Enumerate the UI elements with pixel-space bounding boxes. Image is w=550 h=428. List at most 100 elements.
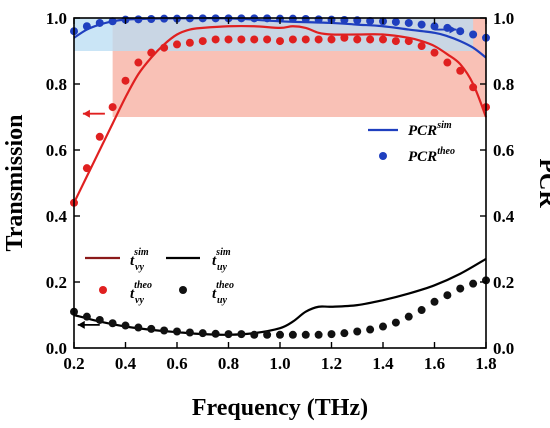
point-t-vy-theo xyxy=(366,35,375,44)
y-tick-label-left: 0.6 xyxy=(46,141,67,160)
point-t-uy-theo xyxy=(147,324,156,333)
point-t-uy-theo xyxy=(198,329,207,338)
point-PCR-theo xyxy=(430,22,439,31)
y-tick-label-right: 0.2 xyxy=(493,273,514,292)
point-PCR-theo xyxy=(147,14,156,23)
point-t-uy-theo xyxy=(134,323,143,332)
y-tick-label-left: 0.0 xyxy=(46,339,67,358)
point-t-uy-theo xyxy=(173,327,181,336)
point-t-vy-theo xyxy=(379,35,387,44)
point-t-vy-theo xyxy=(301,35,310,44)
point-PCR-theo xyxy=(469,30,478,39)
point-t-uy-theo xyxy=(160,326,169,335)
point-PCR-theo xyxy=(366,16,375,25)
point-t-vy-theo xyxy=(121,76,130,85)
point-t-uy-theo xyxy=(353,327,362,336)
series-line-t-vy-sim xyxy=(73,24,488,204)
point-t-vy-theo xyxy=(108,103,117,112)
legend-label-tvy-theo: ttheo vy xyxy=(130,280,152,306)
point-t-vy-theo xyxy=(353,35,362,44)
x-tick-label: 1.4 xyxy=(372,354,394,373)
point-t-vy-theo xyxy=(224,35,233,44)
point-t-uy-theo xyxy=(237,330,246,339)
point-t-vy-theo xyxy=(160,43,169,52)
point-t-uy-theo xyxy=(314,330,323,339)
legend-swatch-tvy-theo xyxy=(99,286,107,294)
point-t-vy-theo xyxy=(211,35,220,44)
legend-label-pcr-sim: PCRsim xyxy=(408,120,452,139)
point-t-vy-theo xyxy=(185,38,194,47)
point-t-vy-theo xyxy=(469,83,478,92)
point-t-uy-theo xyxy=(430,297,439,306)
point-t-uy-theo xyxy=(456,284,465,293)
y-tick-label-left: 0.4 xyxy=(46,207,68,226)
point-t-vy-theo xyxy=(198,37,207,46)
point-t-vy-theo xyxy=(340,33,349,42)
point-t-uy-theo xyxy=(340,329,349,338)
point-t-uy-theo xyxy=(82,312,91,321)
point-t-uy-theo xyxy=(250,330,259,339)
y-axis-title-left: Transmission xyxy=(2,115,28,252)
point-PCR-theo xyxy=(95,18,104,27)
x-tick-label: 0.2 xyxy=(63,354,84,373)
point-t-vy-theo xyxy=(288,35,297,44)
point-t-uy-theo xyxy=(263,330,272,339)
point-t-vy-theo xyxy=(147,48,156,57)
point-t-uy-theo xyxy=(276,330,284,339)
point-t-vy-theo xyxy=(263,35,272,44)
axis-ticks xyxy=(73,17,487,349)
point-PCR-theo xyxy=(82,22,91,31)
shaded-regions xyxy=(74,18,486,117)
legend-label-tvy-sim: tsim vy xyxy=(130,247,149,273)
y-tick-label-right: 0.0 xyxy=(493,339,514,358)
point-PCR-theo xyxy=(391,17,400,26)
y-tick-label-right: 0.4 xyxy=(493,207,515,226)
point-PCR-theo xyxy=(301,14,310,23)
point-PCR-theo xyxy=(417,20,426,29)
legend-pcr: PCRsim PCRtheo xyxy=(368,120,455,165)
point-t-uy-theo xyxy=(417,306,426,315)
x-tick-label: 0.4 xyxy=(115,354,137,373)
y-axis-title-right: PCR xyxy=(534,158,550,208)
point-t-uy-theo xyxy=(211,329,220,338)
x-tick-label: 0.8 xyxy=(218,354,239,373)
shaded-region-2 xyxy=(74,18,474,51)
x-tick-label: 1.0 xyxy=(269,354,290,373)
point-t-vy-theo xyxy=(443,58,452,67)
point-PCR-theo xyxy=(108,17,117,26)
point-t-uy-theo xyxy=(379,322,387,331)
arrow-head-3 xyxy=(77,320,85,329)
point-t-uy-theo xyxy=(327,330,336,339)
point-PCR-theo xyxy=(314,15,323,24)
arrow-head-2 xyxy=(449,25,457,34)
point-t-vy-theo xyxy=(314,35,323,44)
point-PCR-theo xyxy=(134,15,143,24)
arrow-head-1 xyxy=(82,109,90,118)
axis-arrows xyxy=(77,25,457,329)
point-t-uy-theo xyxy=(108,319,117,328)
legend-swatch-pcr-theo xyxy=(379,152,387,160)
legend-label-pcr-theo: PCRtheo xyxy=(408,146,455,165)
y-tick-label-left: 0.2 xyxy=(46,273,67,292)
point-t-vy-theo xyxy=(250,35,259,44)
legend-label-tuy-theo: ttheo uy xyxy=(212,280,234,306)
point-t-uy-theo xyxy=(469,279,478,288)
legend-label-tuy-sim: tsim uy xyxy=(212,247,231,273)
point-t-vy-theo xyxy=(276,37,284,46)
x-tick-label: 1.6 xyxy=(424,354,445,373)
tick-labels: 0.2 0.4 0.6 0.8 1.0 1.2 1.4 1.6 1.80.00.20.40.60… xyxy=(46,9,515,373)
point-t-uy-theo xyxy=(95,315,104,324)
point-t-vy-theo xyxy=(391,37,400,46)
y-tick-label-right: 0.8 xyxy=(493,75,514,94)
legend-swatch-tuy-theo xyxy=(179,286,187,294)
point-t-vy-theo xyxy=(456,66,465,75)
point-t-vy-theo xyxy=(82,164,91,173)
x-tick-label: 1.2 xyxy=(321,354,342,373)
point-t-vy-theo xyxy=(327,35,336,44)
y-tick-label-right: 1.0 xyxy=(493,9,514,28)
point-PCR-theo xyxy=(404,18,413,27)
y-tick-label-left: 0.8 xyxy=(46,75,67,94)
x-tick-label: 0.6 xyxy=(166,354,187,373)
point-PCR-theo xyxy=(340,15,349,24)
